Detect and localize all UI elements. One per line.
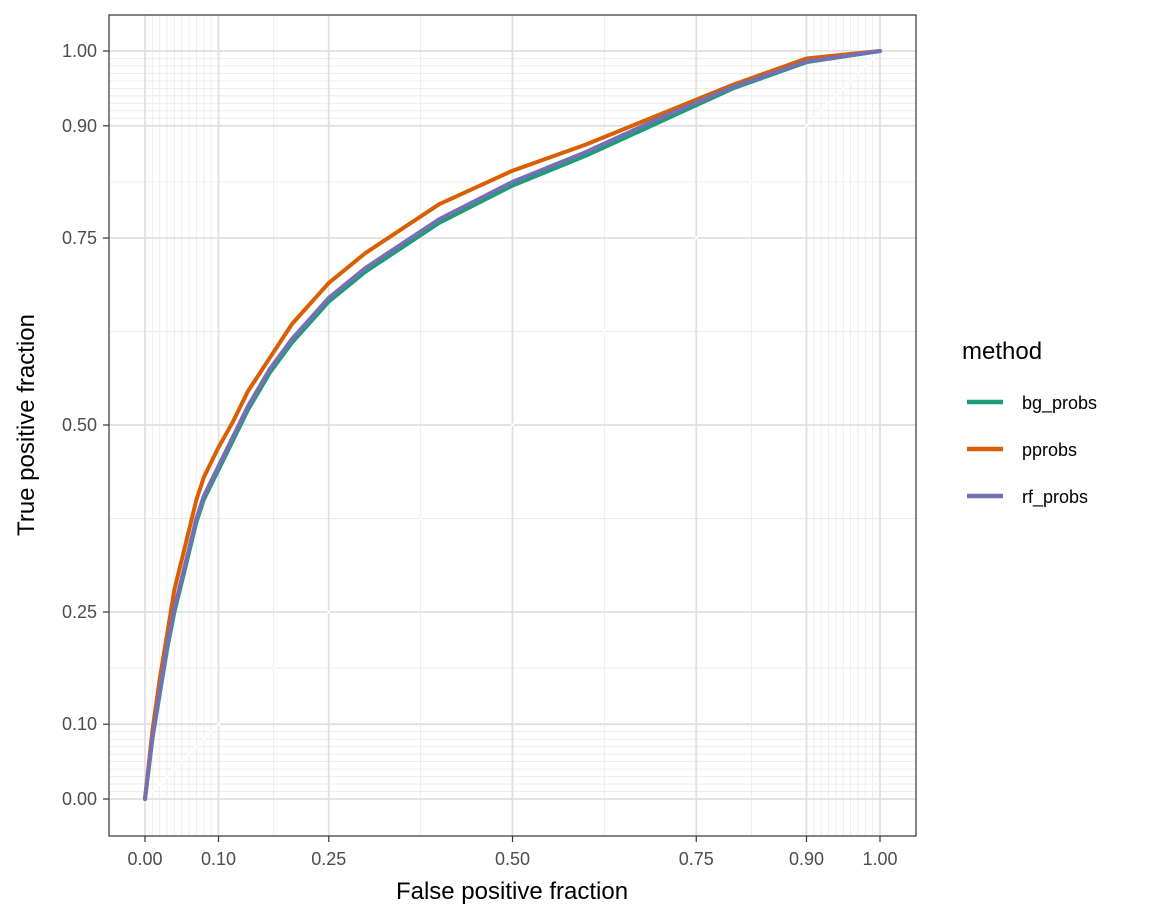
y-tick-label: 0.25	[62, 602, 97, 622]
y-tick-label: 0.50	[62, 415, 97, 435]
y-axis: 0.00 0.10 0.25 0.50 0.75 0.90 1.00	[62, 41, 109, 809]
legend-label-pprobs: pprobs	[1022, 440, 1077, 460]
series-line-pprobs	[143, 49, 882, 801]
y-tick-label: 0.75	[62, 228, 97, 248]
series-lines	[143, 49, 882, 801]
y-tick-label: 0.10	[62, 714, 97, 734]
x-axis-title: False positive fraction	[396, 878, 628, 905]
y-tick-label: 0.00	[62, 789, 97, 809]
y-tick-label: 1.00	[62, 41, 97, 61]
y-axis-title: True positive fraction	[13, 314, 40, 536]
legend-label-bg-probs: bg_probs	[1022, 393, 1097, 414]
legend-title: method	[962, 338, 1042, 365]
x-tick-label: 0.25	[311, 849, 346, 869]
x-tick-label: 1.00	[862, 849, 897, 869]
gridlines	[109, 15, 916, 836]
series-line-rf-probs	[143, 49, 882, 801]
x-tick-label: 0.50	[495, 849, 530, 869]
reference-diagonal	[144, 50, 881, 800]
x-tick-label: 0.10	[201, 849, 236, 869]
x-tick-label: 0.00	[127, 849, 162, 869]
legend-label-rf-probs: rf_probs	[1022, 487, 1088, 508]
y-tick-label: 0.90	[62, 116, 97, 136]
x-axis: 0.00 0.10 0.25 0.50 0.75 0.90 1.00	[127, 836, 898, 869]
x-tick-label: 0.75	[679, 849, 714, 869]
reference-line	[144, 50, 881, 800]
x-tick-label: 0.90	[789, 849, 824, 869]
